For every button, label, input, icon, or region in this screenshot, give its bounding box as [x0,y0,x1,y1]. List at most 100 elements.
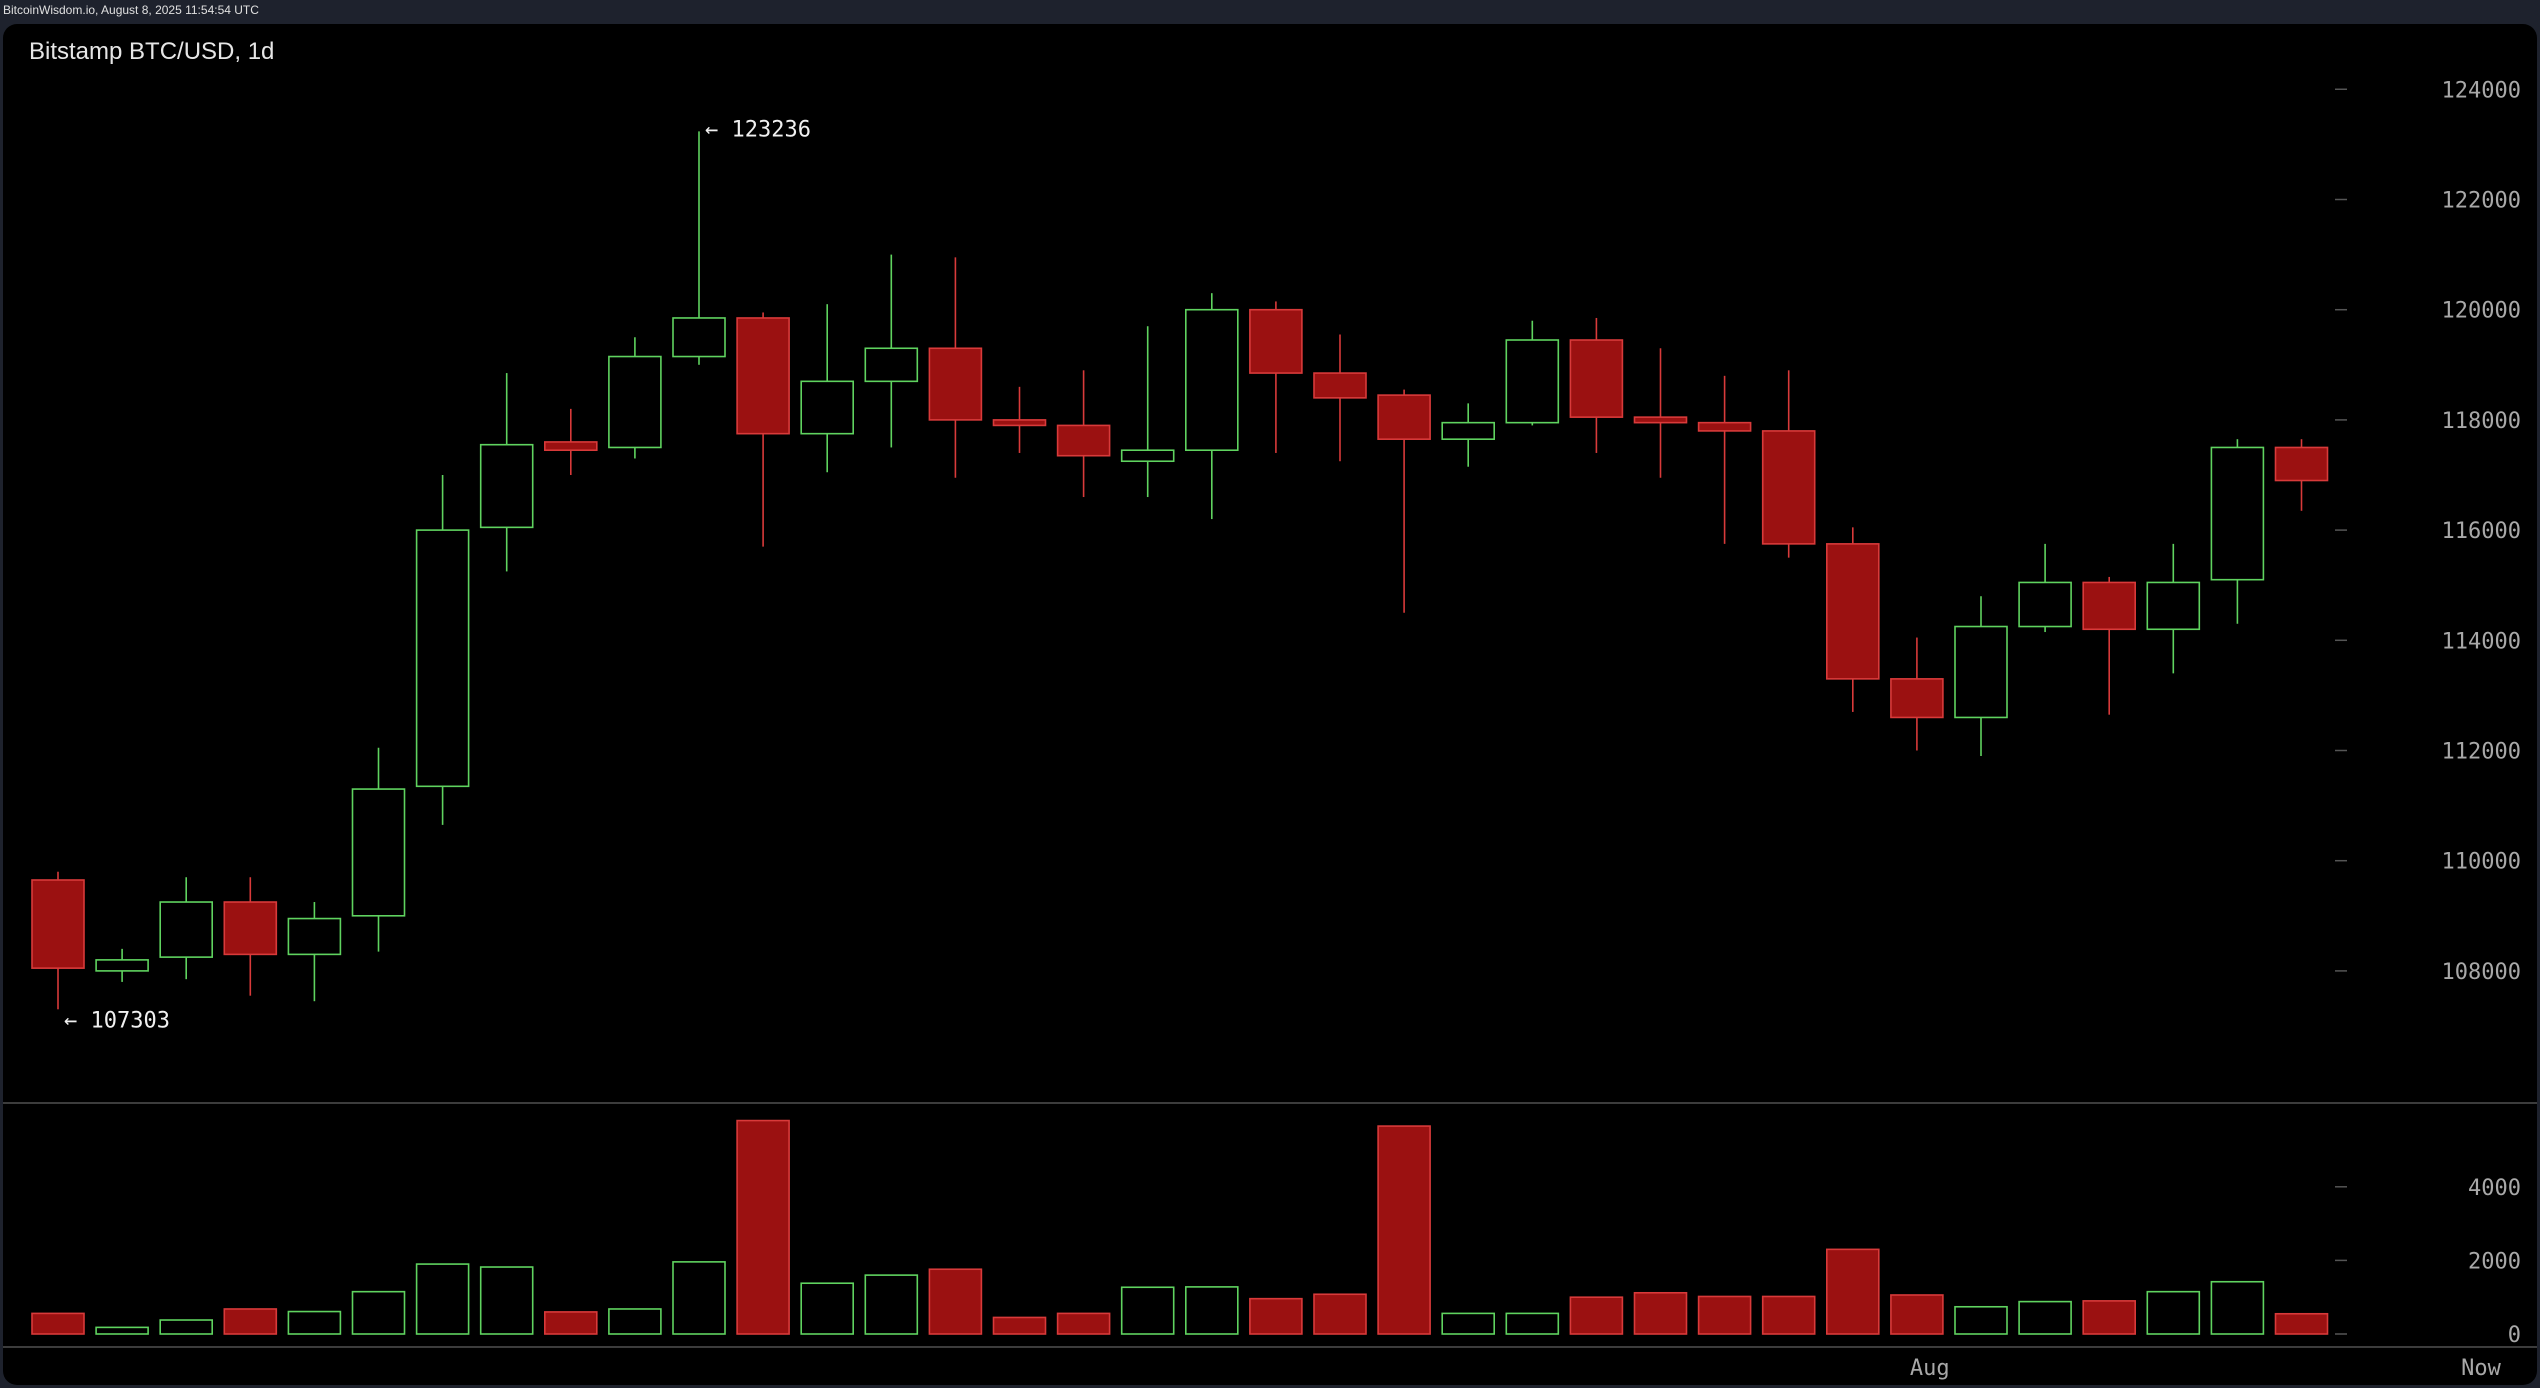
candle-up [1441,403,1495,467]
volume-bar-down [1056,1312,1111,1335]
candle-down [2082,576,2136,715]
candle-body [1954,625,2008,719]
candle-body [351,788,406,917]
candle-up [95,948,149,982]
volume-bar-up [351,1290,406,1335]
volume-bar-up [864,1274,919,1335]
candle-down [1890,637,1944,751]
candle-body [800,380,855,435]
volume-bar-down [1313,1293,1367,1335]
volume-tick-label: 2000 [2468,1249,2521,1274]
candle-up [1505,320,1560,426]
volume-bar-down [1697,1295,1752,1335]
candle-body [1185,308,1239,452]
candle-down [1826,527,1880,712]
candle-up [1120,326,1175,498]
candle-body [1505,339,1560,424]
price-tick-label: 116000 [2442,519,2521,544]
volume-bar-up [415,1263,470,1335]
volume-bar-up [95,1326,149,1335]
price-tick-label: 120000 [2442,299,2521,324]
candle-body [543,441,598,452]
candle-body [2082,581,2136,631]
volume-bar-down [2082,1300,2136,1335]
volume-bar-up [1185,1286,1239,1335]
volume-bar-up [1120,1286,1175,1335]
candle-body [479,443,534,529]
candle-up [672,131,726,365]
volume-bar-up [2146,1290,2201,1335]
candle-body [1313,372,1367,399]
candle-body [31,879,85,969]
candle-down [1377,389,1431,613]
candle-down [992,386,1047,453]
low-price-marker: ← 107303 [64,1008,170,1033]
candle-body [992,419,1047,427]
price-tick-label: 108000 [2442,960,2521,985]
candle-up [2210,439,2265,624]
candle-body [864,347,919,383]
watermark: BitcoinWisdom.io, August 8, 2025 11:54:5… [3,3,259,17]
volume-bar-up [1505,1312,1560,1335]
volume-bar-down [1890,1294,1944,1335]
volume-tick-label: 4000 [2468,1176,2521,1201]
volume-bar-down [736,1119,790,1335]
candle-up [2018,543,2072,633]
candle-body [928,347,983,421]
candle-body [1120,449,1175,463]
candle-body [415,529,470,788]
candle-up [415,475,470,825]
volume-bar-down [31,1312,85,1335]
candle-down [1569,317,1624,453]
candle-up [351,747,406,952]
candle-body [223,901,278,956]
candle-body [1056,424,1111,457]
candle-down [1249,301,1303,453]
candle-body [1890,678,1944,719]
candle-body [95,959,149,972]
volume-bar-up [2210,1280,2265,1335]
candle-body [1761,430,1816,545]
price-tick-label: 114000 [2442,629,2521,654]
candle-body [1826,543,1880,680]
candle-body [2146,581,2201,631]
candle-body [2018,581,2072,628]
candle-body [1697,421,1752,432]
candle-body [1441,421,1495,440]
candle-up [2146,543,2201,674]
volume-bar-down [2274,1312,2329,1335]
price-tick-label: 112000 [2442,740,2521,765]
candle-body [1377,394,1431,440]
chart-panel[interactable]: 108000 110000 112000 114000 116000 118000 1200… [3,24,2537,1385]
chart-canvas[interactable]: 108000 110000 112000 114000 116000 118000 1200… [3,24,2537,1385]
candle-down [223,877,278,996]
time-axis-label: Aug [1910,1356,1950,1381]
candle-down [1313,334,1367,462]
candle-down [1697,375,1752,544]
candle-body [159,901,213,958]
candle-down [31,871,85,1010]
candle-body [672,317,726,358]
candle-up [287,902,342,1002]
candle-up [159,877,213,980]
volume-bar-down [223,1308,278,1335]
candle-down [928,257,983,478]
volume-bar-down [543,1311,598,1335]
candle-down [1761,370,1816,558]
candle-up [800,304,855,473]
volume-bar-down [1249,1297,1303,1335]
candle-body [287,917,342,956]
volume-tick-label: 0 [2508,1323,2521,1348]
volume-bar-down [992,1316,1047,1335]
high-price-marker: ← 123236 [705,117,811,142]
volume-bar-up [672,1261,726,1335]
volume-bar-down [1569,1296,1624,1335]
candle-body [1569,339,1624,418]
volume-bar-down [1633,1291,1688,1335]
volume-bar-up [287,1310,342,1335]
candle-down [1056,370,1111,498]
candle-down [736,312,790,547]
volume-bar-up [1954,1305,2008,1335]
volume-bar-up [2018,1300,2072,1335]
price-tick-label: 118000 [2442,409,2521,434]
